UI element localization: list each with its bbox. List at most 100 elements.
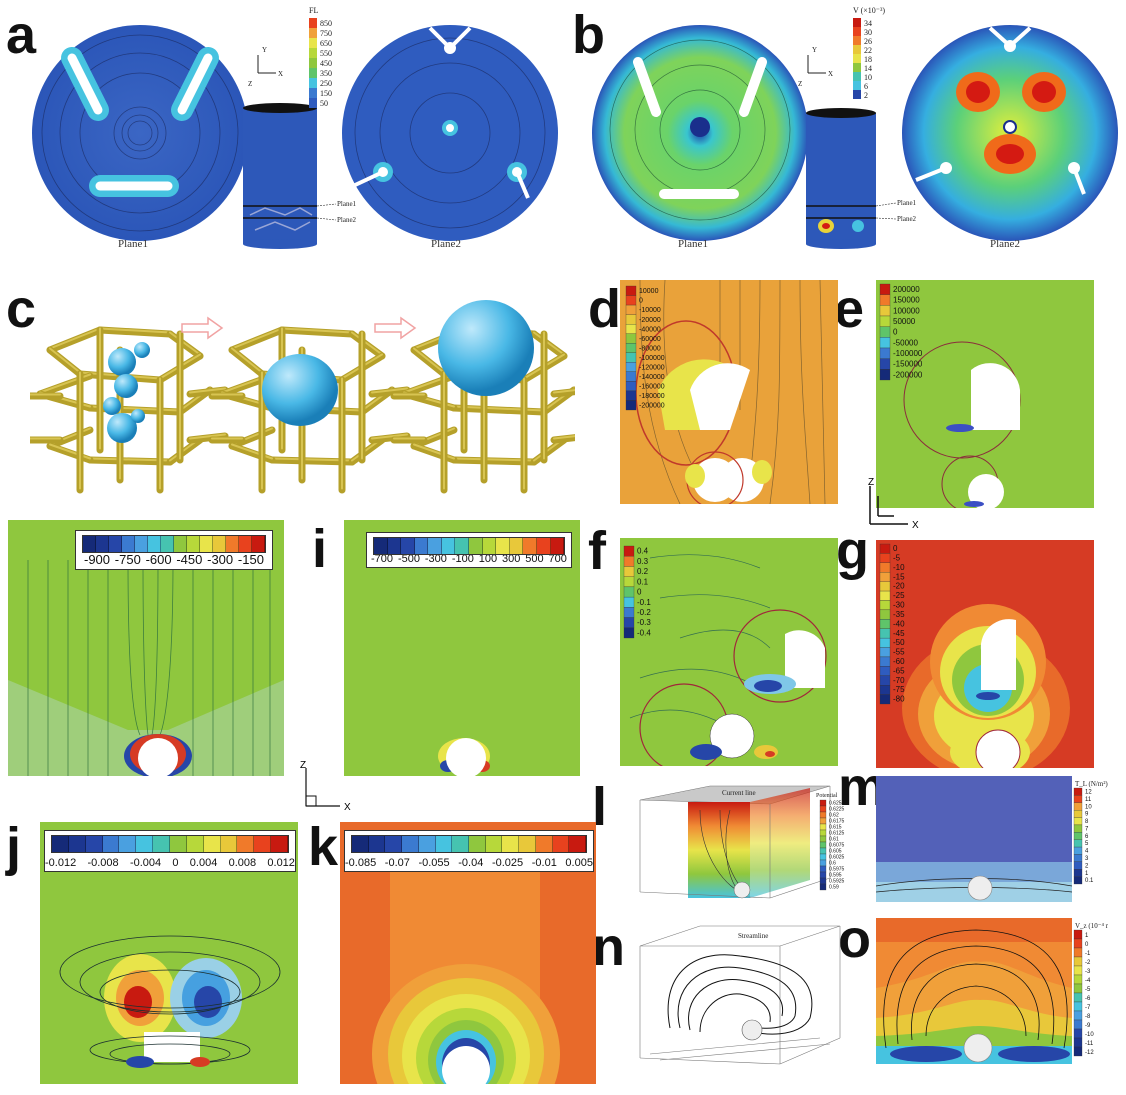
colorbar-tick-label: -0.055: [418, 857, 450, 869]
colorbar-swatch: [1073, 938, 1083, 949]
plane2-caption-a: Plane2: [431, 238, 461, 250]
colorbar-swatch: [83, 536, 96, 552]
colorbar-tick-label: -60000: [639, 336, 661, 343]
colorbar-swatch: [853, 18, 861, 27]
colorbar-tick-label: 0.6025: [829, 855, 845, 861]
lattice-strut-highlight: [99, 327, 171, 334]
colorbar-swatch: [625, 381, 637, 392]
colorbar-swatch: [853, 63, 861, 72]
colorbar-tick-label: -100: [451, 553, 474, 565]
colorbar-swatch: [819, 847, 827, 855]
colorbar-swatch: [148, 536, 161, 552]
colorbar-swatch: [1073, 876, 1083, 885]
colorbar-swatch: [122, 536, 135, 552]
colorbar-swatch: [402, 836, 419, 852]
colorbar-swatch: [625, 400, 637, 411]
axis-z-e: Z: [868, 477, 874, 488]
colorbar-swatch: [309, 48, 317, 58]
colorbar-swatch: [879, 694, 891, 705]
axes-glyph-i: Z X: [300, 760, 351, 813]
colorbar-tick-label: 0.61: [829, 837, 839, 843]
colorbar-swatch: [374, 538, 388, 554]
colorbar-swatch: [536, 538, 551, 554]
panel-label-l: l: [592, 777, 608, 837]
colorbar-swatch: [625, 324, 637, 334]
colorbar-h: -900 -750 -600 -450 -300 -150: [75, 530, 273, 570]
colorbar-tick-label: -15: [893, 572, 905, 581]
colorbar-tick-label: 0.615: [829, 825, 842, 831]
panel-n-title: Streamline: [738, 932, 768, 940]
colorbar-tick-label: -65: [893, 666, 905, 675]
colorbar-tick-label: 0.1: [637, 577, 649, 586]
colorbar-swatch: [623, 556, 635, 567]
colorbar-tick-label: -0.2: [637, 608, 651, 617]
colorbar-swatch: [819, 883, 827, 891]
lattice-strut-highlight: [189, 433, 226, 440]
colorbar-swatch: [879, 619, 891, 629]
colorbar-swatch: [237, 836, 255, 852]
colorbar-tick-label: -900: [84, 552, 111, 567]
panel-f: 0.4 0.3 0.2 0.1 0 -0.1 -0.2 -0.3 -0.4: [620, 538, 838, 766]
inset-plane2-label-b: Plane2: [897, 215, 917, 223]
colorbar-tick-label: 10000: [639, 288, 659, 295]
colorbar-tick-label: 1: [1085, 871, 1089, 877]
lattice-strut: [46, 346, 84, 378]
colorbar-tick-label: 150: [320, 89, 332, 98]
colorbar-tick-label: -0.04: [458, 857, 484, 869]
colorbar-swatch: [309, 78, 317, 88]
cylinder-inset-a: [243, 103, 337, 249]
panel-n-graphic: Streamline: [639, 925, 841, 1065]
cylinder-inset-b: [806, 108, 897, 249]
plane1-struts-b: [633, 57, 767, 199]
colorbar-tick-label: 6: [864, 82, 868, 91]
colorbar-swatch: [819, 871, 827, 879]
colorbar-swatch: [879, 337, 891, 349]
colorbar-tick-label: -11: [1085, 1041, 1094, 1047]
colorbar-swatch: [455, 538, 470, 554]
colorbar-tick-label: 6: [1085, 834, 1089, 840]
colorbar-swatch: [879, 637, 891, 648]
lattice-strut: [348, 330, 386, 360]
colorbar-swatch: [879, 369, 891, 381]
lattice-strut: [348, 436, 386, 466]
colorbar-swatch: [879, 543, 891, 554]
colorbar-tick-label: -30: [893, 601, 905, 610]
colorbar-swatch: [879, 656, 891, 667]
colorbar-swatch: [819, 835, 827, 843]
detached-bubble: [438, 300, 534, 396]
axes-glyph-a: [257, 55, 276, 74]
lattice-strut: [96, 326, 174, 338]
panel-g: 0 -5 -10 -15 -20 -25 -30 -35 -40 -45 -50 -55 -60 -65-…: [876, 540, 1094, 768]
colorbar-swatch: [239, 536, 252, 552]
colorbar-tick-label: -5: [1085, 987, 1091, 993]
colorbar-swatch: [1073, 846, 1083, 855]
panel-b: Y X Z Plane1 Plane2 V (×10⁻³) 34 30 26 22 18…: [566, 0, 1126, 260]
colorbar-tick-label: 8: [1085, 819, 1089, 825]
colorbar-swatch: [482, 538, 497, 554]
colorbar-swatch: [853, 45, 861, 54]
panel-e: 200000 150000 100000 50000 0 -50000 -100000 -15…: [876, 280, 1094, 508]
colorbar-swatch: [879, 305, 891, 317]
colorbar-tick-label: 0.3: [637, 557, 649, 566]
colorbar-swatch: [161, 536, 174, 552]
colorbar-tick-label: -80: [893, 695, 905, 704]
colorbar-swatch: [535, 836, 553, 852]
colorbar-tick-label: 0.595: [829, 873, 842, 879]
colorbar-tick-label: 0: [639, 298, 643, 305]
colorbar-tick-label: 550: [320, 49, 332, 58]
lattice-strut: [166, 330, 204, 360]
colorbar-swatch: [435, 836, 453, 852]
colorbar-tick-label: -40: [893, 619, 905, 628]
colorbar-tick-label: -8: [1085, 1014, 1091, 1020]
inset-plane1-label-b: Plane1: [897, 199, 917, 207]
panel-j-graphic: [59, 935, 281, 1068]
panel-d: 10000 0 -10000 -20000 -40000 -60000 -80000 -100…: [620, 280, 838, 504]
colorbar-tick-label: 9: [1085, 812, 1089, 818]
panel-c: [30, 290, 575, 505]
colorbar-tick-label: -10: [893, 563, 905, 572]
lattice-strut-highlight: [533, 331, 565, 356]
colorbar-swatch: [623, 627, 635, 639]
colorbar-swatch: [879, 553, 891, 563]
